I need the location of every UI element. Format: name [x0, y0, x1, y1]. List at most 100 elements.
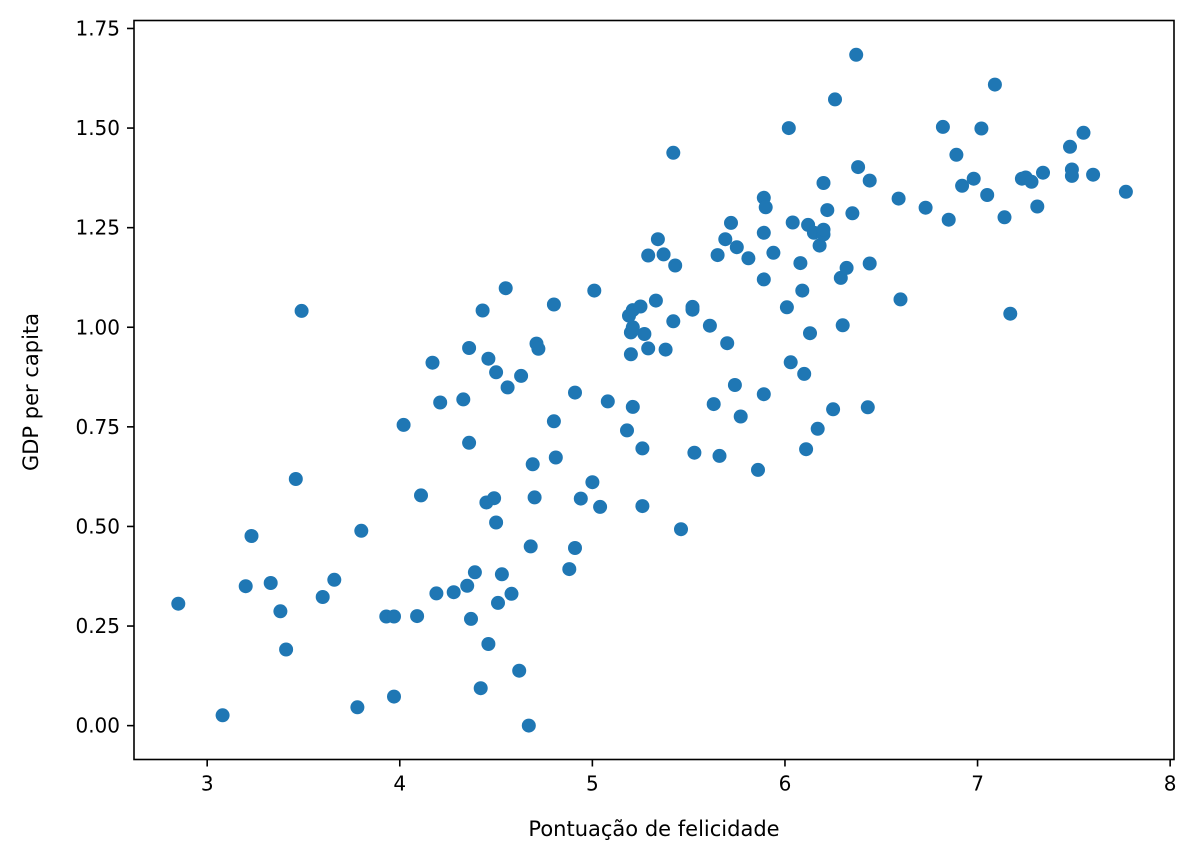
data-point — [758, 200, 773, 215]
data-point — [650, 232, 665, 247]
data-point — [387, 609, 401, 624]
x-axis-label: Pontuação de felicidade — [528, 817, 779, 841]
data-point — [514, 368, 529, 383]
data-point — [795, 283, 810, 298]
data-point — [504, 586, 519, 601]
data-point — [215, 708, 230, 723]
data-point — [891, 191, 906, 206]
data-point — [816, 222, 831, 237]
data-point — [666, 314, 681, 329]
data-point — [462, 341, 477, 355]
data-point — [491, 595, 505, 610]
plot-frame — [133, 19, 1175, 761]
data-point — [635, 499, 650, 514]
x-axis-ticks: 3 4 5 6 7 8 — [201, 759, 1177, 796]
x-tick-label: 8 — [1164, 772, 1177, 796]
data-point — [712, 448, 727, 463]
data-point — [294, 303, 309, 318]
data-point — [1003, 306, 1018, 321]
data-point — [918, 200, 933, 215]
data-point — [568, 385, 582, 400]
data-point — [273, 604, 288, 619]
data-point — [625, 399, 640, 414]
x-tick-label: 6 — [779, 772, 792, 796]
data-point — [481, 351, 496, 366]
y-tick-label: 1.75 — [75, 16, 120, 40]
data-point — [548, 450, 563, 465]
data-point — [845, 206, 860, 221]
data-point — [720, 336, 735, 351]
data-point — [456, 392, 471, 407]
data-point — [826, 402, 841, 417]
data-point — [727, 378, 742, 392]
y-tick-label: 1.50 — [75, 116, 120, 140]
data-point — [741, 251, 756, 266]
data-point — [429, 586, 444, 601]
data-point — [460, 578, 475, 593]
data-point — [637, 327, 652, 341]
data-point — [481, 637, 496, 651]
data-point — [658, 342, 673, 357]
data-point — [279, 642, 294, 657]
data-point — [546, 297, 561, 312]
data-point — [980, 188, 995, 202]
data-point — [620, 423, 634, 438]
data-point — [797, 366, 812, 381]
y-axis-ticks: 0.00 0.25 0.50 0.75 1.00 1.25 1.50 1.75 — [75, 16, 134, 738]
data-point — [600, 394, 615, 409]
data-point — [410, 609, 425, 624]
data-point — [702, 318, 717, 333]
data-point — [674, 522, 688, 537]
x-tick-label: 4 — [393, 772, 406, 796]
data-point — [785, 215, 800, 230]
data-point — [987, 77, 1002, 92]
y-tick-label: 0.50 — [75, 514, 120, 538]
data-point — [793, 256, 808, 271]
data-point — [955, 178, 970, 193]
data-point — [633, 299, 648, 314]
data-points — [171, 47, 1133, 733]
data-point — [656, 247, 671, 262]
data-point — [489, 365, 504, 380]
data-point — [687, 445, 702, 460]
data-point — [648, 293, 663, 308]
data-point — [573, 491, 588, 506]
data-point — [724, 215, 738, 230]
data-point — [546, 414, 561, 429]
data-point — [668, 258, 683, 273]
data-point — [810, 421, 825, 436]
data-point — [781, 121, 796, 136]
data-point — [425, 355, 440, 370]
data-point — [1064, 168, 1079, 183]
data-point — [966, 171, 981, 186]
data-point — [489, 515, 504, 530]
data-point — [799, 442, 814, 457]
y-tick-label: 0.00 — [75, 714, 120, 738]
data-point — [315, 590, 330, 604]
data-point — [666, 145, 681, 160]
data-point — [816, 176, 831, 190]
data-point — [521, 718, 536, 733]
data-point — [354, 523, 369, 538]
data-point — [941, 212, 956, 227]
data-point — [820, 203, 835, 218]
data-point — [803, 326, 817, 341]
data-point — [414, 488, 428, 503]
data-point — [1118, 184, 1133, 199]
x-tick-label: 5 — [586, 772, 599, 796]
y-tick-label: 0.75 — [75, 415, 120, 439]
data-point — [812, 238, 827, 253]
data-point — [585, 475, 600, 490]
data-point — [718, 232, 733, 247]
data-point — [462, 435, 477, 450]
data-point — [641, 341, 656, 356]
data-point — [641, 248, 656, 263]
data-point — [525, 457, 540, 472]
data-point — [396, 417, 411, 432]
data-point — [862, 256, 877, 271]
data-point — [935, 119, 950, 134]
data-point — [685, 299, 700, 314]
data-point — [1030, 199, 1045, 214]
y-tick-label: 1.25 — [75, 216, 120, 240]
